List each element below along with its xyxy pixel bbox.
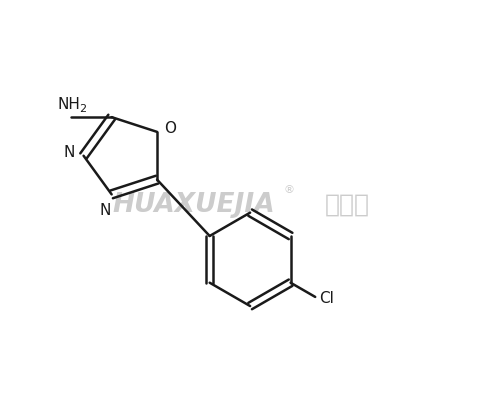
Text: N: N <box>100 203 111 218</box>
Text: ®: ® <box>283 185 294 195</box>
Text: 2: 2 <box>79 104 86 114</box>
Text: Cl: Cl <box>319 292 334 306</box>
Text: NH: NH <box>58 97 80 112</box>
Text: 化学加: 化学加 <box>325 193 370 216</box>
Text: HUAXUEJIA: HUAXUEJIA <box>112 191 274 218</box>
Text: O: O <box>165 121 176 136</box>
Text: N: N <box>63 145 75 160</box>
